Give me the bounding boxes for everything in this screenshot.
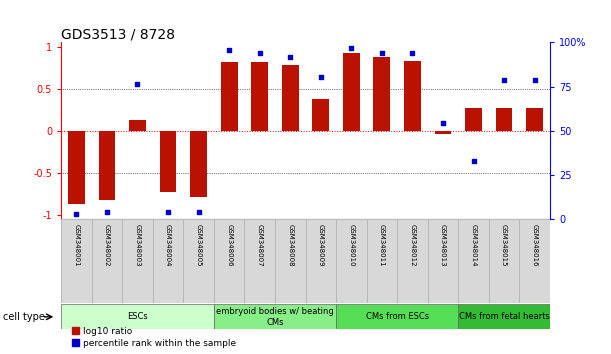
Text: GSM348010: GSM348010 [348, 224, 354, 266]
Bar [61, 304, 214, 329]
Bar [434, 131, 452, 133]
Text: GSM348001: GSM348001 [73, 224, 79, 266]
Text: GSM348014: GSM348014 [470, 224, 477, 266]
FancyBboxPatch shape [367, 219, 397, 303]
Bar [98, 131, 115, 200]
Point [71, 211, 81, 216]
Point [316, 74, 326, 80]
Bar [526, 108, 543, 131]
Text: GSM348016: GSM348016 [532, 224, 538, 266]
Text: GSM348005: GSM348005 [196, 224, 202, 266]
Text: cell type: cell type [3, 312, 45, 322]
FancyBboxPatch shape [306, 219, 336, 303]
Point [469, 159, 478, 164]
Text: GDS3513 / 8728: GDS3513 / 8728 [61, 27, 175, 41]
Point [163, 209, 173, 215]
FancyBboxPatch shape [244, 219, 275, 303]
Text: GSM348003: GSM348003 [134, 224, 141, 266]
Bar [190, 131, 207, 197]
Legend: log10 ratio, percentile rank within the sample: log10 ratio, percentile rank within the … [71, 327, 236, 348]
Text: GSM348008: GSM348008 [287, 224, 293, 266]
Point [346, 46, 356, 51]
Bar [373, 57, 390, 131]
Bar [343, 53, 360, 131]
Bar [129, 120, 146, 131]
FancyBboxPatch shape [336, 219, 367, 303]
FancyBboxPatch shape [61, 219, 92, 303]
FancyBboxPatch shape [92, 219, 122, 303]
Text: GSM348011: GSM348011 [379, 224, 385, 266]
FancyBboxPatch shape [519, 219, 550, 303]
Bar [251, 62, 268, 131]
Point [133, 81, 142, 87]
Point [285, 54, 295, 59]
Bar [465, 108, 482, 131]
Text: GSM348013: GSM348013 [440, 224, 446, 266]
Text: GSM348004: GSM348004 [165, 224, 171, 266]
FancyBboxPatch shape [428, 219, 458, 303]
Point [530, 78, 540, 83]
FancyBboxPatch shape [153, 219, 183, 303]
Text: GSM348015: GSM348015 [501, 224, 507, 266]
Text: GSM348009: GSM348009 [318, 224, 324, 266]
Point [102, 209, 112, 215]
Bar [282, 65, 299, 131]
Bar [159, 131, 177, 192]
Text: embryoid bodies w/ beating
CMs: embryoid bodies w/ beating CMs [216, 307, 334, 326]
FancyBboxPatch shape [489, 219, 519, 303]
Text: ESCs: ESCs [127, 312, 148, 321]
Bar [336, 304, 458, 329]
Bar [496, 108, 513, 131]
Point [377, 51, 387, 56]
Bar [404, 61, 421, 131]
Text: GSM348007: GSM348007 [257, 224, 263, 266]
FancyBboxPatch shape [275, 219, 306, 303]
Bar [458, 304, 550, 329]
FancyBboxPatch shape [183, 219, 214, 303]
Point [255, 51, 265, 56]
FancyBboxPatch shape [458, 219, 489, 303]
Text: GSM348006: GSM348006 [226, 224, 232, 266]
Text: GSM348012: GSM348012 [409, 224, 415, 266]
Bar [68, 131, 85, 204]
FancyBboxPatch shape [122, 219, 153, 303]
Bar [312, 99, 329, 131]
Bar [221, 62, 238, 131]
Point [224, 47, 234, 53]
Bar [214, 304, 336, 329]
Point [194, 209, 203, 215]
Text: CMs from fetal hearts: CMs from fetal hearts [459, 312, 549, 321]
FancyBboxPatch shape [214, 219, 244, 303]
Point [499, 78, 509, 83]
FancyBboxPatch shape [397, 219, 428, 303]
Text: GSM348002: GSM348002 [104, 224, 110, 266]
Text: CMs from ESCs: CMs from ESCs [365, 312, 429, 321]
Point [438, 120, 448, 125]
Point [408, 51, 417, 56]
